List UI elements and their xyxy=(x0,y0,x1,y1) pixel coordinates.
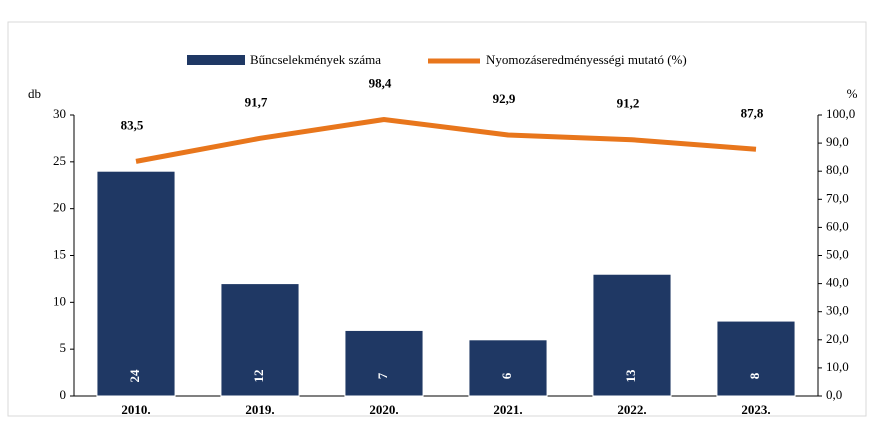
line-value-label: 83,5 xyxy=(121,117,144,132)
bar-value-label: 13 xyxy=(623,369,638,383)
line-value-label: 91,2 xyxy=(617,96,640,111)
y2-tick-label: 80,0 xyxy=(826,162,849,177)
line-value-label: 87,8 xyxy=(741,105,764,120)
bar-value-label: 8 xyxy=(747,372,762,379)
legend-label: Bűncselekmények száma xyxy=(250,52,381,67)
bar-value-label: 12 xyxy=(251,370,266,383)
line-value-label: 91,7 xyxy=(245,94,268,109)
line-value-label: 98,4 xyxy=(369,75,392,90)
x-tick-label: 2022. xyxy=(617,402,646,417)
y2-tick-label: 40,0 xyxy=(826,275,849,290)
bar xyxy=(97,171,175,396)
y2-tick-label: 90,0 xyxy=(826,134,849,149)
bar-value-label: 24 xyxy=(127,369,142,383)
y2-tick-label: 50,0 xyxy=(826,246,849,261)
line xyxy=(136,119,756,161)
y-tick-label: 10 xyxy=(53,293,66,308)
bar xyxy=(717,321,795,396)
y2-tick-label: 0,0 xyxy=(826,387,842,402)
bar xyxy=(345,330,423,396)
x-tick-label: 2019. xyxy=(245,402,274,417)
x-tick-label: 2023. xyxy=(741,402,770,417)
y2-tick-label: 60,0 xyxy=(826,218,849,233)
bar-value-label: 7 xyxy=(375,372,390,379)
y2-tick-label: 70,0 xyxy=(826,190,849,205)
y-axis-title: db xyxy=(28,86,41,101)
y-tick-label: 25 xyxy=(53,153,66,168)
y-tick-label: 30 xyxy=(53,106,66,121)
x-tick-label: 2010. xyxy=(121,402,150,417)
y2-axis-title: % xyxy=(847,86,858,101)
y-tick-label: 20 xyxy=(53,200,66,215)
legend-swatch xyxy=(187,55,245,65)
y2-tick-label: 100,0 xyxy=(826,106,855,121)
y2-tick-label: 10,0 xyxy=(826,359,849,374)
chart: db % 0 5 10 15 20 25 30 0,0 10,0 20,0 30,0 40,0 50,0… xyxy=(0,0,874,436)
bar-value-label: 6 xyxy=(499,372,514,379)
y-tick-label: 0 xyxy=(60,387,67,402)
y2-tick-label: 30,0 xyxy=(826,303,849,318)
y2-tick-label: 20,0 xyxy=(826,331,849,346)
x-tick-label: 2020. xyxy=(369,402,398,417)
bar xyxy=(469,340,547,396)
line-value-label: 92,9 xyxy=(493,91,516,106)
y-tick-label: 15 xyxy=(53,246,66,261)
legend-label: Nyomozáseredményességi mutató (%) xyxy=(486,52,687,67)
y-tick-label: 5 xyxy=(60,340,67,355)
x-tick-label: 2021. xyxy=(493,402,522,417)
